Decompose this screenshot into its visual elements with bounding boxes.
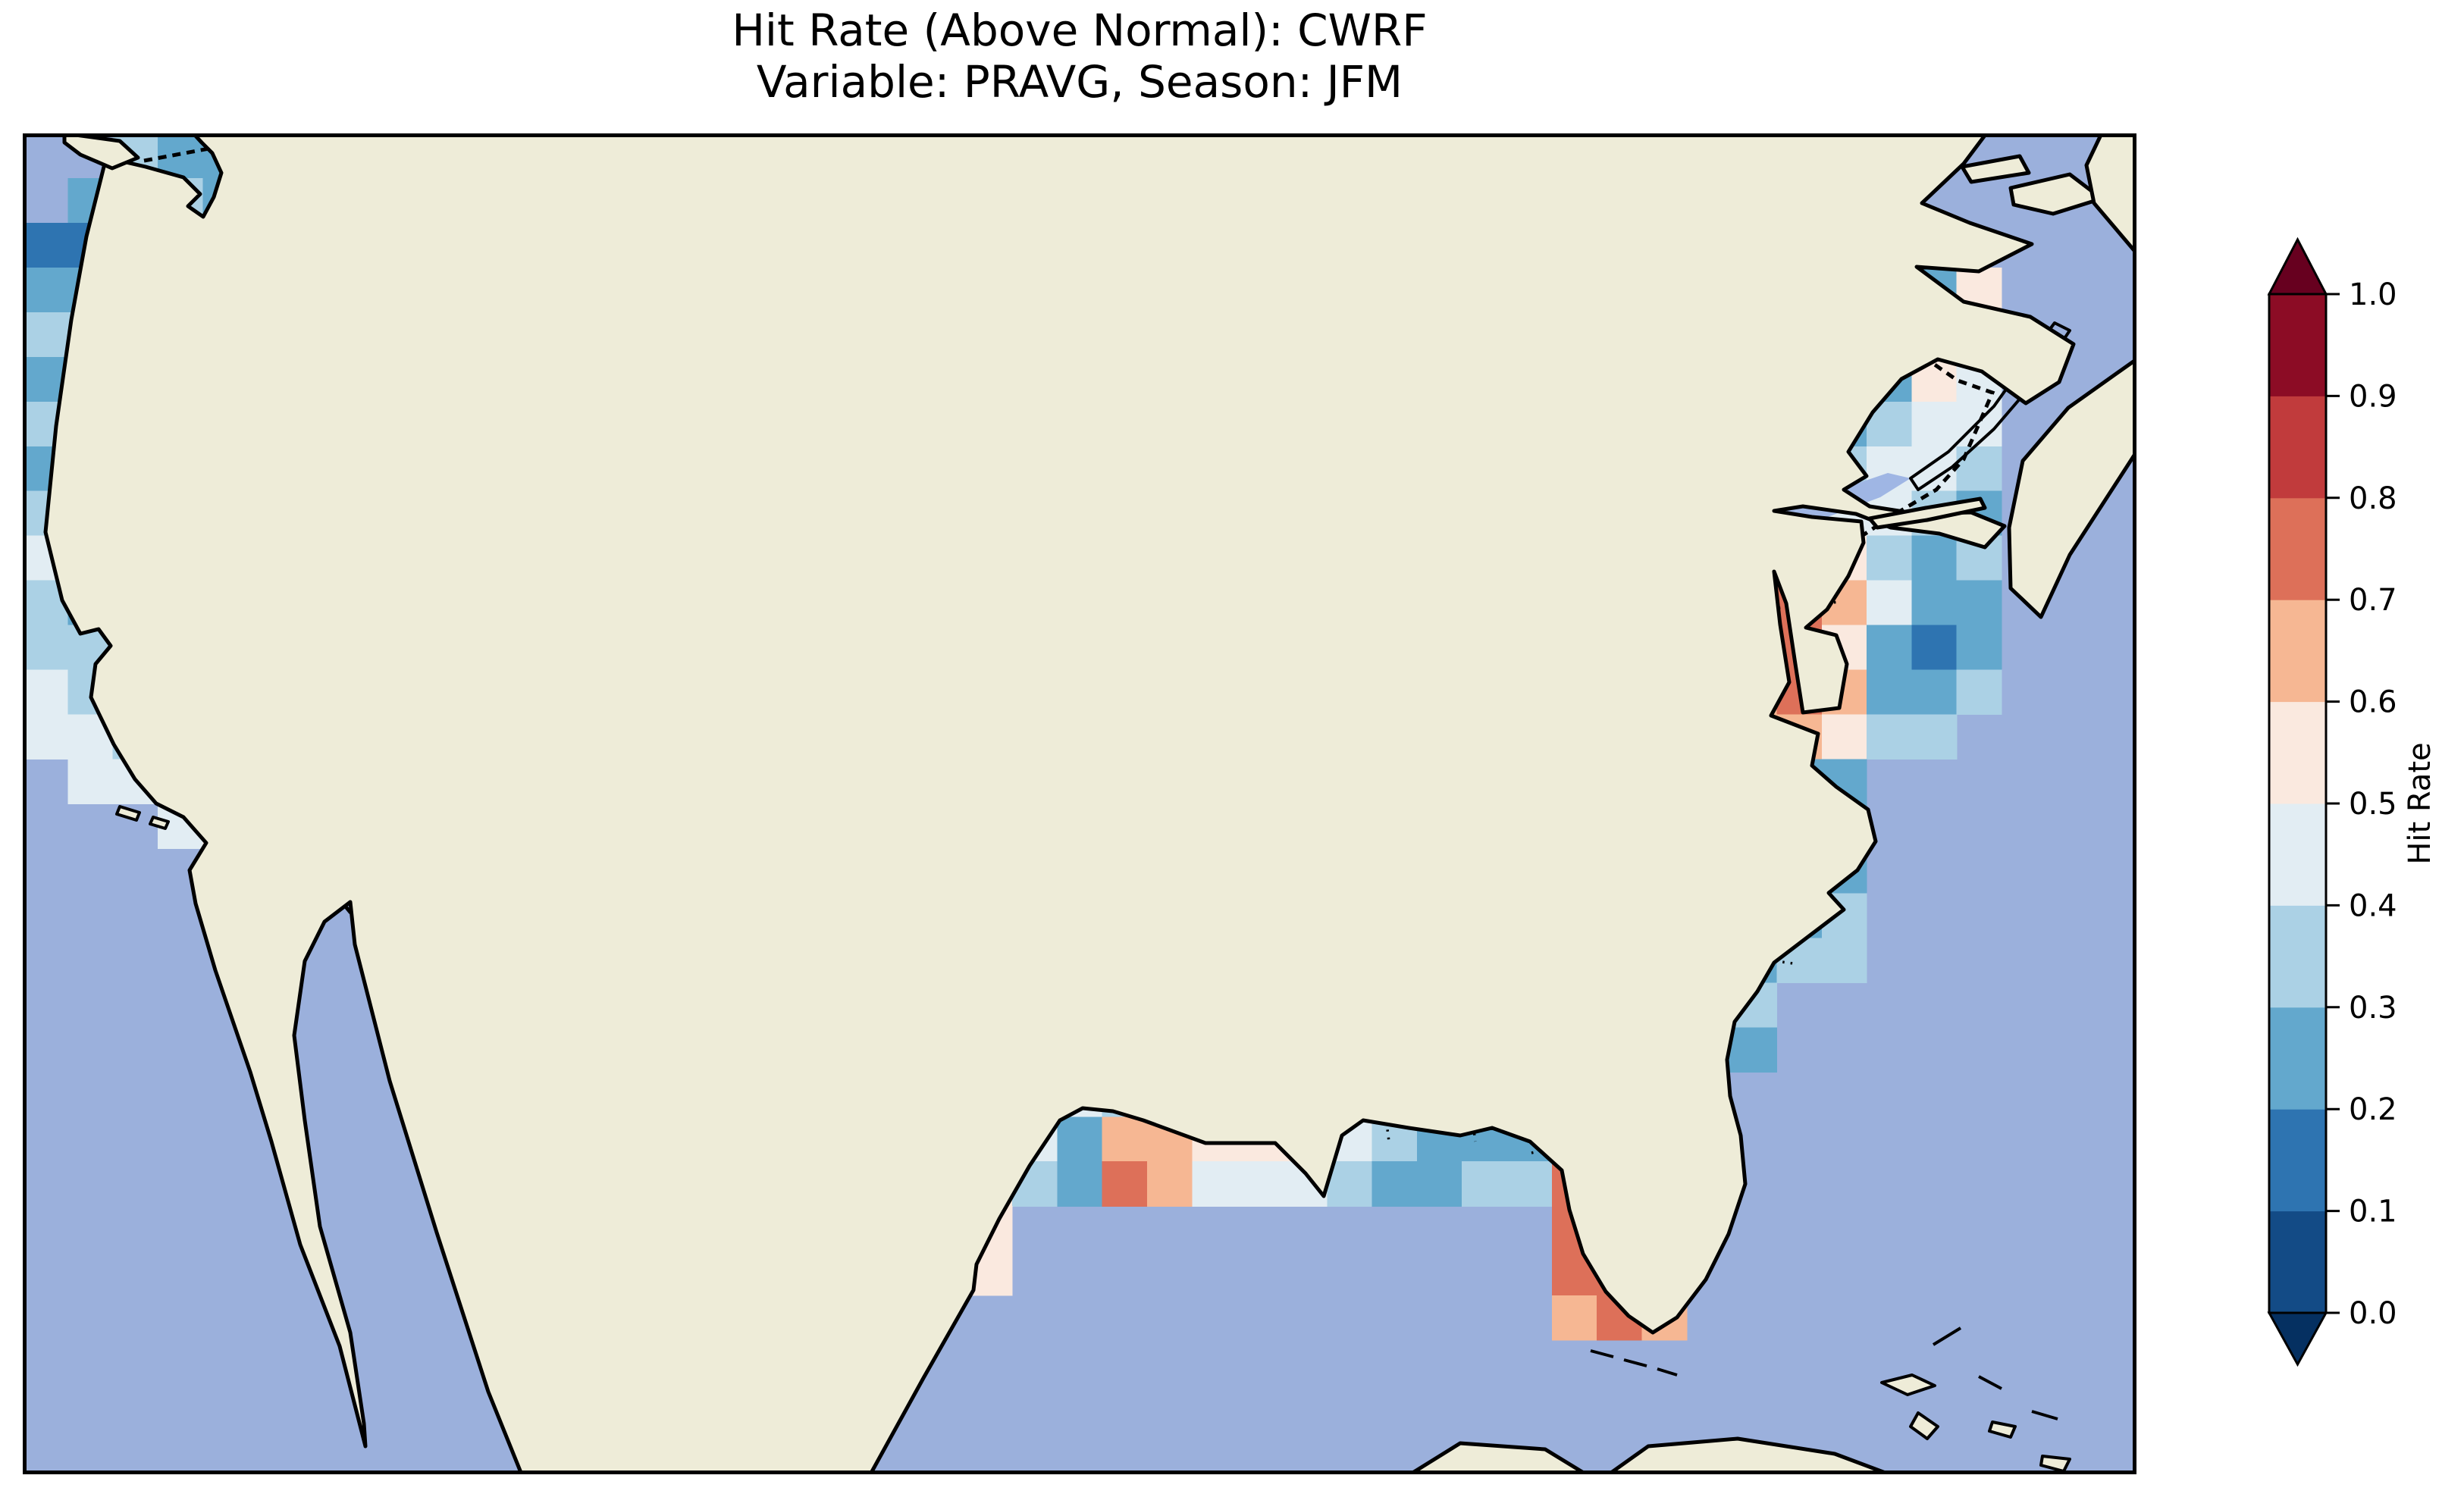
map-canvas (23, 133, 2136, 1474)
colorbar-segments (2269, 294, 2326, 1314)
colorbar-axis-label: Hit Rate (2403, 742, 2437, 864)
coastlines (45, 133, 2136, 1474)
colorbar-tick-label: 0.7 (2349, 583, 2397, 618)
colorbar-tick-label: 0.5 (2349, 787, 2397, 822)
map-frame (23, 133, 2136, 1474)
colorbar-ticks: 1.0 0.9 0.8 0.7 0.6 0.5 0.4 0.3 0.2 0.1 0.0 (2326, 277, 2397, 1331)
st-lawrence-river (1909, 321, 2071, 491)
colorbar-tick-label: 0.4 (2349, 888, 2397, 923)
chart-title-line2: Variable: PRAVG, Season: JFM (756, 56, 1403, 108)
colorbar-tick-label: 0.9 (2349, 379, 2397, 414)
colorbar-extend-over (2267, 236, 2328, 296)
colorbar-tick-label: 0.8 (2349, 481, 2397, 516)
colorbar-tick-label: 0.0 (2349, 1296, 2397, 1331)
chart-title: Hit Rate (Above Normal): CWRF Variable: … (23, 5, 2136, 108)
colorbar-canvas: 1.0 0.9 0.8 0.7 0.6 0.5 0.4 0.3 0.2 0.1 0.0 Hit Ra… (2267, 236, 2437, 1367)
colorbar: 1.0 0.9 0.8 0.7 0.6 0.5 0.4 0.3 0.2 0.1 0.0 Hit Ra… (2237, 227, 2464, 1387)
colorbar-extend-under (2267, 1311, 2328, 1367)
colorbar-tick-label: 0.3 (2349, 991, 2397, 1026)
chart-title-line1: Hit Rate (Above Normal): CWRF (732, 5, 1428, 56)
colorbar-tick-label: 0.2 (2349, 1092, 2397, 1127)
map-figure (23, 133, 2136, 1474)
colorbar-tick-label: 1.0 (2349, 277, 2397, 312)
colorbar-tick-label: 0.1 (2349, 1195, 2397, 1229)
colorbar-tick-label: 0.6 (2349, 685, 2397, 720)
